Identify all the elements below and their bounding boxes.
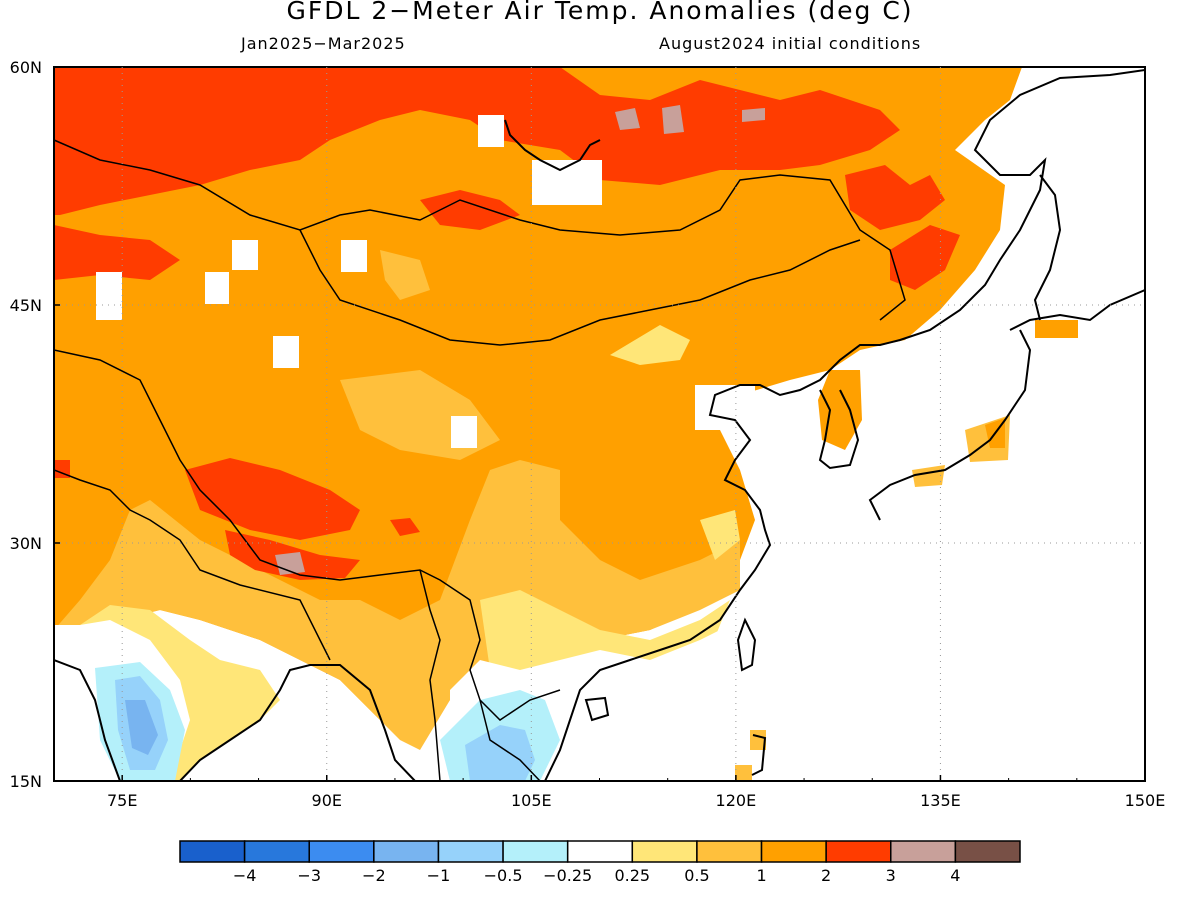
anomaly-region-3to4 xyxy=(742,108,765,122)
anomaly-region-0.5to1 xyxy=(54,460,740,750)
lon-tick-label: 105E xyxy=(511,791,552,810)
map-title: GFDL 2−Meter Air Temp. Anomalies (deg C) xyxy=(286,0,914,25)
lat-tick-label: 60N xyxy=(10,58,42,77)
colorbar-segment xyxy=(308,840,375,863)
colorbar-segment xyxy=(954,840,1021,863)
anomaly-region-cool xyxy=(125,700,158,755)
anomaly-region-2to3 xyxy=(390,518,420,536)
colorbar-label: −2 xyxy=(362,866,386,885)
anomaly-region-0.5to1 xyxy=(385,630,425,730)
colorbar-segment xyxy=(373,840,440,863)
anomaly-region-2to3 xyxy=(890,225,960,290)
lon-tick-label: 90E xyxy=(312,791,342,810)
colorbar-segment xyxy=(566,840,634,863)
colorbar: −4 −3 −2 −1 −0.5 −0.25 0.25 0.5 1 2 3 4 xyxy=(179,840,1021,885)
colorbar-segment xyxy=(825,840,892,863)
colorbar-segment xyxy=(760,840,827,863)
colorbar-label: 0.5 xyxy=(684,866,709,885)
colorbar-segment xyxy=(502,840,569,863)
anomaly-region-1to2 xyxy=(1035,320,1078,338)
colorbar-segment xyxy=(243,840,310,863)
colorbar-segment xyxy=(696,840,763,863)
colorbar-label: −4 xyxy=(233,866,257,885)
anomaly-region-2to3 xyxy=(54,460,70,478)
lat-tick-label: 45N xyxy=(10,296,42,315)
anomaly-region-0.25to0.5 xyxy=(610,325,690,365)
anomaly-region-0.25to0.5 xyxy=(700,510,740,560)
colorbar-label: 0.25 xyxy=(614,866,650,885)
anomaly-field xyxy=(54,67,1145,781)
lon-tick-label: 120E xyxy=(716,791,757,810)
lon-tick-label: 135E xyxy=(920,791,961,810)
colorbar-label: −0.25 xyxy=(543,866,592,885)
anomaly-region-3to4 xyxy=(615,108,640,130)
anomaly-region-0.5to1 xyxy=(380,250,430,300)
anomaly-region-3to4 xyxy=(275,552,305,575)
anomaly-region-0.5to1 xyxy=(735,765,752,781)
coastlines xyxy=(54,69,1145,781)
lat-tick-label: 30N xyxy=(10,534,42,553)
initial-conditions-label: August2024 initial conditions xyxy=(659,34,922,53)
anomaly-region-1to2 xyxy=(818,370,862,450)
lon-tick-label: 150E xyxy=(1125,791,1166,810)
axis-labels: 75E 90E 105E 120E 135E 150E 60N 45N 30N 15N xyxy=(10,58,1166,810)
graticule xyxy=(54,67,1145,781)
colorbar-label: 4 xyxy=(950,866,960,885)
anomaly-region-2to3 xyxy=(54,225,180,280)
colorbar-segment xyxy=(437,840,504,863)
lat-tick-label: 15N xyxy=(10,772,42,791)
colorbar-label: −3 xyxy=(297,866,321,885)
lon-tick-label: 75E xyxy=(107,791,137,810)
colorbar-label: 3 xyxy=(886,866,896,885)
anomaly-region-cool xyxy=(465,725,535,781)
colorbar-segment xyxy=(179,840,246,863)
colorbar-label: −1 xyxy=(427,866,451,885)
borders xyxy=(54,139,906,781)
colorbar-segment xyxy=(890,840,957,863)
forecast-period: Jan2025−Mar2025 xyxy=(241,34,406,53)
anomaly-region-2to3 xyxy=(420,190,520,230)
anomaly-region-2to3 xyxy=(845,165,945,230)
colorbar-label: −0.5 xyxy=(484,866,523,885)
colorbar-segment xyxy=(631,840,698,863)
anomaly-region-3to4 xyxy=(662,105,684,134)
colorbar-label: 1 xyxy=(756,866,766,885)
anomaly-region-2to3 xyxy=(54,67,900,215)
colorbar-label: 2 xyxy=(821,866,831,885)
axis-ticks xyxy=(53,66,1146,782)
